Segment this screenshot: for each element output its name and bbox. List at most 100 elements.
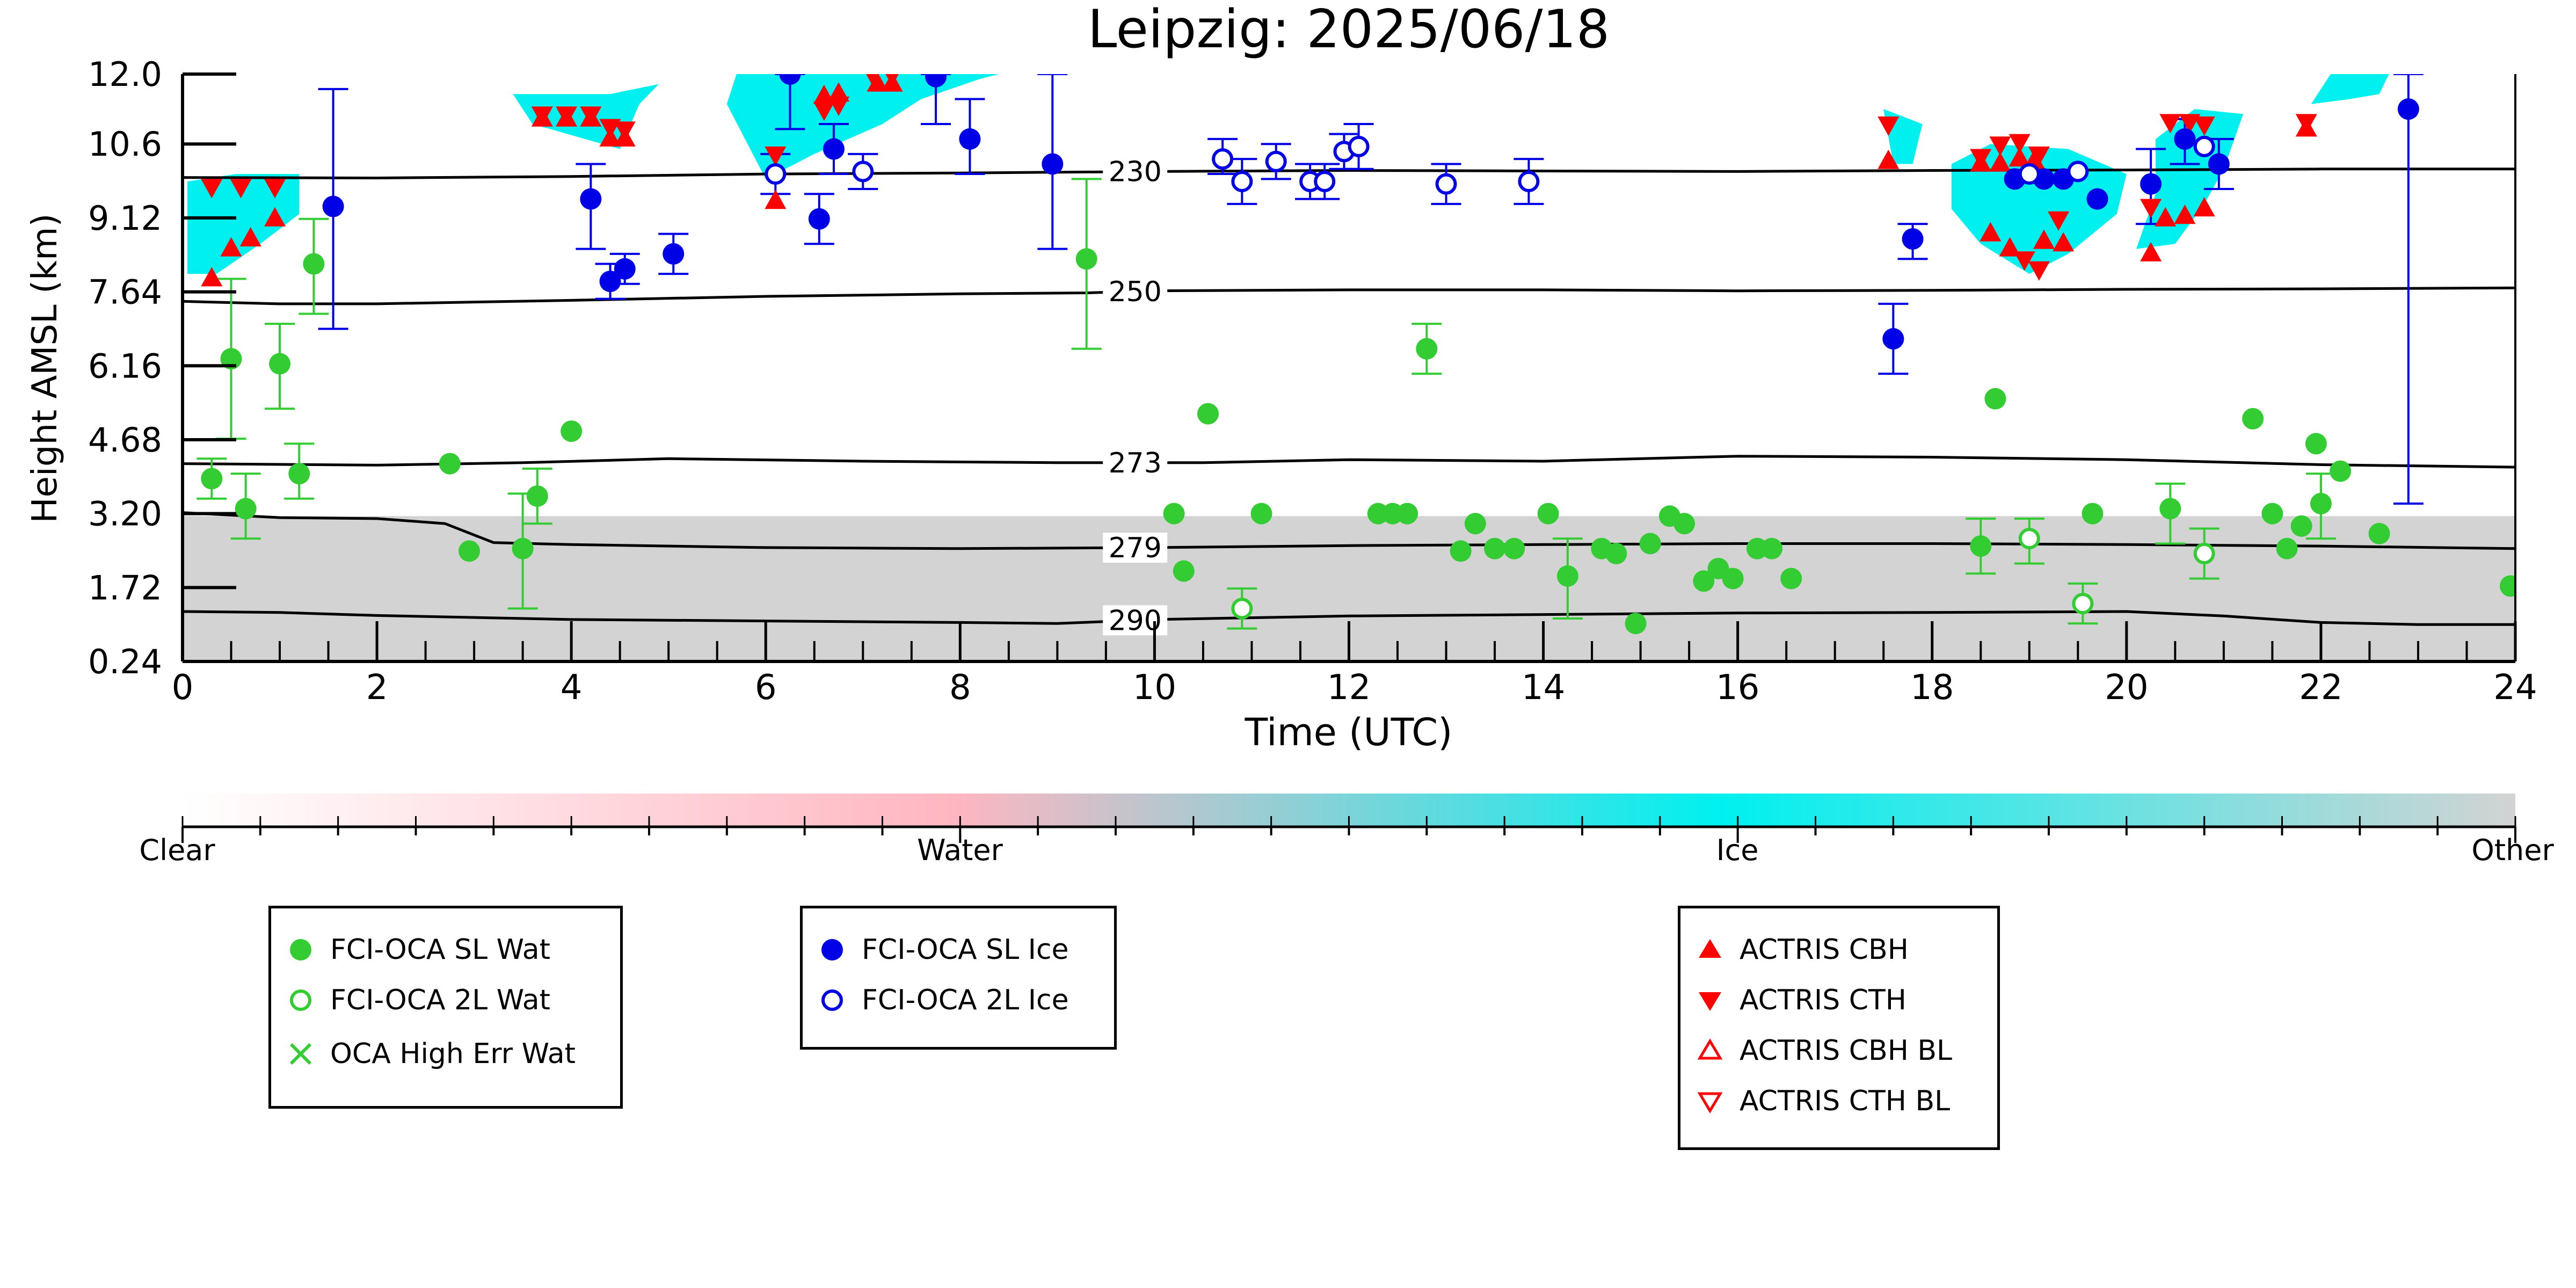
y-tick-label: 9.12 (88, 199, 162, 238)
cth-marker (765, 146, 787, 166)
x-axis-label: Time (UTC) (1245, 710, 1453, 754)
sl-wat-point (1761, 537, 1783, 559)
2l-ice-point (1348, 135, 1370, 157)
legend-item-cth-bl: ACTRIS CTH BL (1680, 1076, 1950, 1126)
isotherm-label: 230 (1109, 156, 1162, 188)
sl-wat-point (1556, 565, 1578, 587)
legend-item-2l-wat: FCI-OCA 2L Wat (271, 975, 550, 1025)
sl-ice-point (663, 243, 685, 265)
y-tick-label: 7.64 (88, 273, 162, 312)
legend-label: ACTRIS CBH BL (1740, 1035, 1952, 1067)
sl-wat-point (1625, 613, 1647, 635)
sl-wat-point (1484, 537, 1506, 559)
legend-item-sl-wat: FCI-OCA SL Wat (271, 925, 550, 975)
cbh-marker (1989, 152, 2011, 172)
cth-marker (614, 121, 636, 141)
sl-wat-point (2290, 515, 2312, 537)
cth-marker (2295, 114, 2317, 134)
y-tick-label: 4.68 (88, 420, 162, 460)
sl-wat-point (1639, 533, 1661, 555)
open-triangle-down-icon (1697, 1092, 1723, 1114)
sl-ice-point (2397, 98, 2419, 120)
cbh-marker (239, 227, 261, 246)
isotherm-label-bg (1103, 605, 1168, 636)
sl-wat-point (2082, 503, 2104, 525)
sl-wat-point (1450, 540, 1472, 562)
sl-wat-point (201, 468, 223, 490)
sl-wat-point (269, 353, 291, 375)
sl-wat-point (2305, 433, 2327, 455)
cth-marker (2028, 146, 2050, 166)
x-tick-label: 14 (1522, 668, 1565, 708)
sl-wat-point (2276, 537, 2298, 559)
sl-wat-point (2499, 575, 2515, 597)
ice-cloud-region (2311, 74, 2389, 104)
sl-wat-point (235, 498, 257, 520)
isotherm-line (183, 610, 2515, 626)
y-tick-label: 12.0 (88, 55, 162, 94)
y-tick-label: 6.16 (88, 346, 162, 385)
cbh-marker (2140, 242, 2162, 261)
cbh-marker (2009, 147, 2031, 167)
cth-marker (828, 96, 850, 116)
sl-ice-point (925, 74, 947, 88)
sl-wat-point (1173, 560, 1195, 582)
legend-label: FCI-OCA 2L Ice (862, 984, 1069, 1016)
2l-ice-point (1231, 171, 1253, 193)
sl-wat-point (1673, 513, 1695, 535)
legend-label: FCI-OCA SL Wat (330, 934, 550, 966)
filled-circle-icon (821, 939, 843, 960)
isotherm-label-bg (1103, 156, 1168, 187)
cbh-marker (765, 190, 787, 209)
cth-marker (813, 101, 835, 121)
sl-ice-point (1902, 228, 1924, 250)
2l-ice-point (1435, 173, 1457, 195)
cth-marker (2140, 199, 2162, 219)
open-circle-icon (821, 989, 843, 1011)
isotherm-line (183, 168, 2515, 180)
isotherm-label-bg (1103, 533, 1168, 563)
x-tick-label: 6 (755, 668, 777, 708)
sl-wat-point (2310, 493, 2332, 515)
y-tick-label: 10.6 (88, 125, 162, 164)
sl-wat-point (1503, 537, 1525, 559)
sl-wat-point (2242, 407, 2264, 430)
sl-wat-point (2261, 503, 2283, 525)
cth-marker (2048, 211, 2070, 231)
axes: 0 2 4 6 8 10 12 14 16 18 20 22 240.241.723.204.686.1… (88, 55, 2537, 708)
cloud-mask-background (183, 74, 2515, 661)
cth-marker (201, 179, 223, 199)
sl-wat-point (1197, 403, 1219, 425)
sl-wat-point (439, 453, 461, 475)
sl-wat-point (303, 253, 325, 275)
cth-marker (2009, 134, 2031, 154)
legend-item-high-err-wat: OCA High Err Wat (271, 1029, 576, 1079)
cth-marker (264, 179, 286, 199)
2l-wat-point (2018, 528, 2040, 550)
cth-marker (885, 74, 899, 86)
legend-item-sl-ice: FCI-OCA SL Ice (803, 925, 1069, 975)
x-tick-label: 2 (366, 668, 388, 708)
x-tick-label: 0 (172, 668, 194, 708)
isotherm-line (183, 455, 2515, 469)
cth-marker (2193, 117, 2215, 136)
colorbar-ticks (181, 816, 2516, 843)
cbh-marker (1878, 149, 1900, 169)
legend-item-2l-ice: FCI-OCA 2L Ice (803, 975, 1069, 1025)
colorbar-label-other: Other (2471, 833, 2554, 867)
legend-label: FCI-OCA SL Ice (862, 934, 1069, 966)
sl-wat-point (1464, 513, 1486, 535)
legend-item-cth: ACTRIS CTH (1680, 975, 1906, 1025)
legend-actris: ACTRIS CBH ACTRIS CTH ACTRIS CBH BL ACTR… (1678, 906, 2000, 1150)
sl-wat-point (1780, 567, 1802, 590)
isotherm-label: 279 (1109, 532, 1162, 564)
sl-ice-point (823, 138, 845, 160)
cbh-marker (1980, 222, 2002, 242)
chart-title: Leipzig: 2025/06/18 (1088, 0, 1610, 60)
cth-marker (2028, 261, 2050, 281)
cth-marker (580, 106, 602, 126)
sl-wat-point (2330, 460, 2352, 482)
legend-ice: FCI-OCA SL Ice FCI-OCA 2L Ice (800, 906, 1117, 1050)
sl-wat-point (459, 540, 481, 562)
